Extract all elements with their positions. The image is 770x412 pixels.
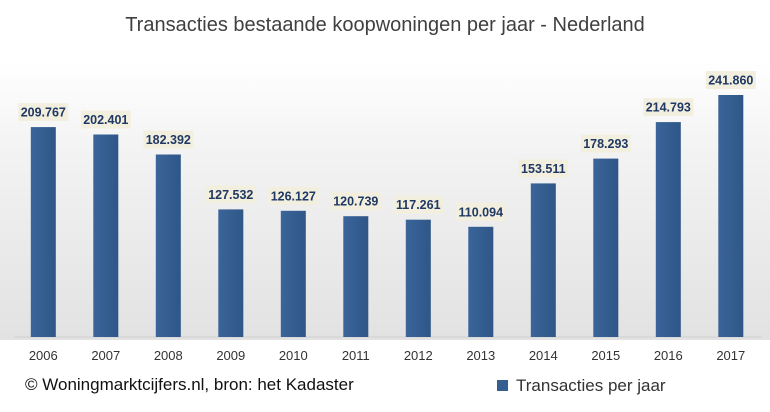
value-label-box-2008 [143, 130, 194, 149]
bar-2011 [343, 216, 369, 337]
value-label-2014: 153.511 [521, 162, 566, 176]
bar-2009 [218, 209, 244, 337]
value-label-2016: 214.793 [646, 101, 691, 115]
x-tick-label-2007: 2007 [91, 348, 120, 363]
value-label-box-2006 [18, 103, 69, 122]
chart-title: Transacties bestaande koopwoningen per j… [125, 14, 645, 36]
bar-2014 [530, 183, 556, 337]
x-tick-label-2017: 2017 [716, 348, 745, 363]
value-label-box-2011 [330, 192, 381, 211]
value-label-box-2013 [455, 202, 506, 221]
footer-source-text: © Woningmarktcijfers.nl, bron: het Kadas… [25, 375, 354, 394]
x-tick-label-2006: 2006 [29, 348, 58, 363]
bar-2010 [280, 210, 306, 337]
bars-group [30, 95, 744, 337]
value-label-2013: 110.094 [459, 205, 504, 219]
x-tick-label-2016: 2016 [654, 348, 683, 363]
value-label-2012: 117.261 [396, 198, 441, 212]
x-tick-label-2012: 2012 [404, 348, 433, 363]
value-label-box-2010 [268, 186, 319, 205]
x-tick-label-2010: 2010 [279, 348, 308, 363]
value-label-box-2014 [518, 159, 569, 178]
value-label-box-2016 [643, 98, 694, 117]
value-label-box-2017 [705, 71, 756, 89]
bar-2008 [155, 154, 181, 337]
value-label-box-2015 [580, 134, 631, 153]
value-label-2015: 178.293 [583, 137, 628, 151]
legend-swatch [497, 380, 508, 391]
bar-2016 [655, 122, 681, 337]
bar-2013 [468, 226, 494, 337]
x-tick-label-2013: 2013 [466, 348, 495, 363]
x-tick-label-2015: 2015 [591, 348, 620, 363]
x-tick-label-2008: 2008 [154, 348, 183, 363]
plot-background [0, 60, 770, 340]
value-label-box-2007 [80, 110, 131, 129]
value-label-box-2012 [393, 195, 444, 214]
x-tick-labels-group: 2006 2007 2008 2009 2010 2011 2012 2013 2014 2015… [29, 348, 745, 363]
value-label-2010: 126.127 [271, 189, 316, 203]
value-label-2006: 209.767 [21, 106, 66, 120]
value-label-2009: 127.532 [208, 188, 253, 202]
legend-label: Transacties per jaar [516, 376, 666, 395]
bar-2006 [30, 127, 56, 337]
x-tick-label-2011: 2011 [342, 348, 370, 363]
value-label-2008: 182.392 [146, 133, 191, 147]
value-labels-group: 209.767 202.401 182.392 127.532 126.127 120.7… [18, 71, 756, 221]
x-tick-label-2014: 2014 [529, 348, 558, 363]
bar-2017 [718, 95, 744, 337]
value-label-2011: 120.739 [333, 195, 378, 209]
value-label-2017: 241.860 [708, 74, 753, 88]
bar-2015 [593, 158, 619, 337]
bar-2007 [93, 134, 119, 337]
value-label-box-2009 [205, 185, 256, 204]
bar-2012 [405, 219, 431, 337]
value-label-2007: 202.401 [83, 113, 128, 127]
legend: Transacties per jaar [497, 376, 666, 395]
x-tick-label-2009: 2009 [216, 348, 245, 363]
